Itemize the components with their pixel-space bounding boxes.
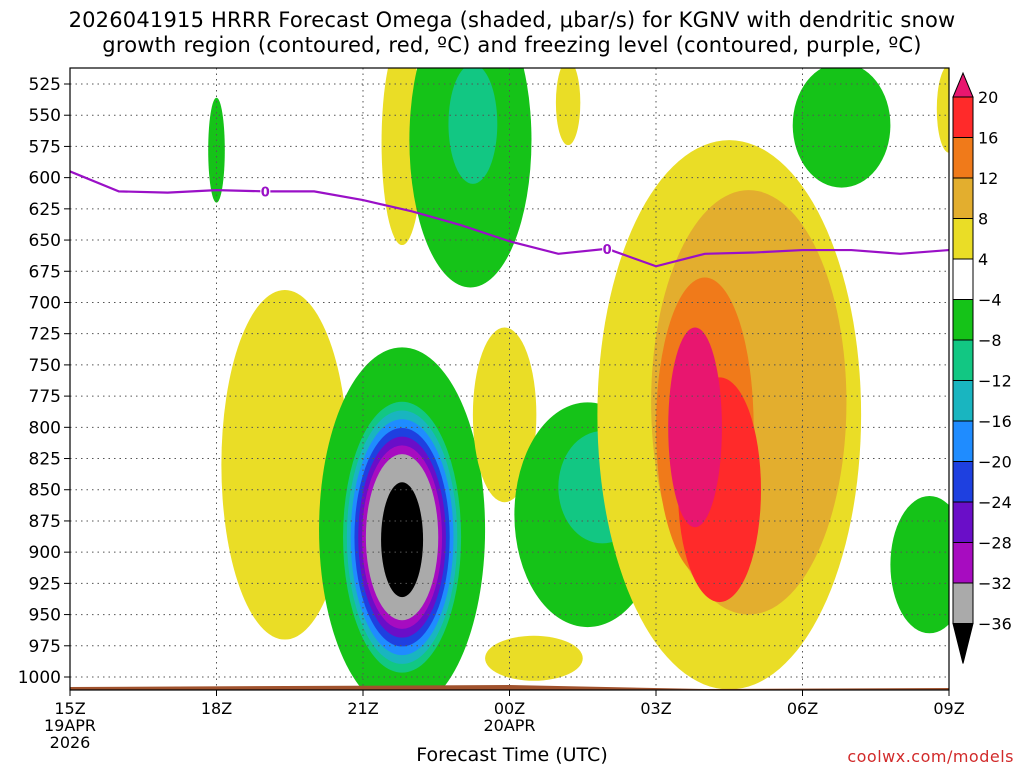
colorbar-label-5: −4 [978, 291, 1002, 310]
title-line-2: growth region (contoured, red, ºC) and f… [102, 33, 922, 57]
x-tick-label-06Z: 06Z [787, 699, 818, 718]
colorbar-swatch-4 [952, 218, 974, 260]
colorbar-label-11: −28 [978, 534, 1012, 553]
x-tick-label-15Z: 15Z [54, 699, 85, 718]
x-tick-label-18Z: 18Z [201, 699, 232, 718]
colorbar-label-12: −32 [978, 574, 1012, 593]
omega-feature-3 [448, 68, 498, 184]
colorbar-label-0: 20 [978, 88, 998, 107]
x-tick-label-00Z: 00Z [494, 699, 525, 718]
colorbar-swatch-2 [952, 137, 974, 179]
y-tick-label-800: 800 [29, 418, 61, 438]
y-tick-label-525: 525 [29, 75, 61, 95]
y-tick-label-675: 675 [29, 262, 61, 282]
freezing-level-contour: 00 [70, 170, 949, 268]
freezing-label-bg-1 [602, 240, 613, 256]
title-line-1: 2026041915 HRRR Forecast Omega (shaded, … [68, 8, 956, 32]
terrain-band [70, 685, 949, 690]
x-tick-sublabel-15Z-0: 19APR [44, 716, 96, 735]
omega-feature-18 [792, 68, 891, 188]
freezing-label-bg-0 [260, 183, 271, 199]
colorbar-label-7: −12 [978, 372, 1012, 391]
colorbar-swatch-11 [952, 501, 974, 543]
y-tick-label-700: 700 [29, 293, 61, 313]
omega-feature-8 [381, 482, 424, 598]
y-tick-label-950: 950 [29, 606, 61, 626]
colorbar-label-6: −8 [978, 331, 1002, 350]
colorbar-label-3: 8 [978, 210, 988, 229]
omega-feature-4 [555, 68, 581, 146]
colorbar-swatch-12 [952, 542, 974, 584]
x-tick-label-21Z: 21Z [347, 699, 378, 718]
colorbar: 20 16 12 8 4 −4 −8 −12 −16 −20 −24 −28 −32 −36 [952, 71, 1012, 664]
terrain-surface [70, 685, 949, 690]
y-tick-label-575: 575 [29, 137, 61, 157]
y-tick-label-625: 625 [29, 200, 61, 220]
y-tick-label-1000: 1000 [18, 668, 61, 688]
freezing-label-0: 0 [261, 185, 270, 200]
grid-lines [70, 68, 949, 690]
y-tick-label-875: 875 [29, 512, 61, 532]
y-tick-label-900: 900 [29, 543, 61, 563]
y-tick-label-550: 550 [29, 106, 61, 126]
colorbar-swatch-8 [952, 380, 974, 422]
colorbar-swatch-3 [952, 177, 974, 219]
freezing-label-1: 0 [603, 243, 612, 258]
x-tick-label-09Z: 09Z [933, 699, 964, 718]
colorbar-swatch-9 [952, 420, 974, 462]
x-tick-label-03Z: 03Z [640, 699, 671, 718]
y-tick-label-925: 925 [29, 574, 61, 594]
y-tick-label-825: 825 [29, 450, 61, 470]
omega-shading [208, 68, 949, 690]
x-axis-label: Forecast Time (UTC) [416, 744, 608, 766]
colorbar-label-13: −36 [978, 615, 1012, 634]
colorbar-bottom-arrow [952, 623, 974, 664]
chart-title: 2026041915 HRRR Forecast Omega (shaded, … [0, 8, 1024, 58]
omega-feature-17 [668, 327, 722, 528]
colorbar-top-arrow [952, 71, 974, 98]
omega-feature-5 [221, 289, 349, 640]
colorbar-label-4: 4 [978, 250, 988, 269]
colorbar-label-9: −20 [978, 453, 1012, 472]
omega-feature-20 [936, 68, 949, 153]
colorbar-label-10: −24 [978, 493, 1012, 512]
colorbar-swatch-7 [952, 339, 974, 381]
colorbar-label-1: 16 [978, 129, 998, 148]
y-tick-label-725: 725 [29, 325, 61, 345]
y-tick-label-775: 775 [29, 387, 61, 407]
freezing-level-line [70, 170, 949, 268]
y-axis: 525 550 575 600 625 650 675 700 725 750 775 800 825 8… [18, 75, 70, 688]
omega-feature-10 [485, 635, 583, 681]
colorbar-swatch-1 [952, 96, 974, 138]
colorbar-label-2: 12 [978, 169, 998, 188]
colorbar-label-8: −16 [978, 412, 1012, 431]
watermark: coolwx.com/models [847, 747, 1014, 766]
x-tick-sublabel-00Z-0: 20APR [483, 716, 535, 735]
colorbar-swatch-6 [952, 299, 974, 341]
y-tick-label-750: 750 [29, 356, 61, 376]
omega-feature-19 [890, 495, 949, 634]
colorbar-swatch-13 [952, 582, 974, 624]
colorbar-swatch-10 [952, 461, 974, 503]
omega-feature-0 [208, 97, 225, 203]
y-tick-label-650: 650 [29, 231, 61, 251]
y-tick-label-600: 600 [29, 169, 61, 189]
y-tick-label-850: 850 [29, 481, 61, 501]
x-tick-sublabel-15Z-1: 2026 [50, 733, 91, 752]
y-tick-label-975: 975 [29, 637, 61, 657]
colorbar-swatch-5 [952, 258, 974, 300]
